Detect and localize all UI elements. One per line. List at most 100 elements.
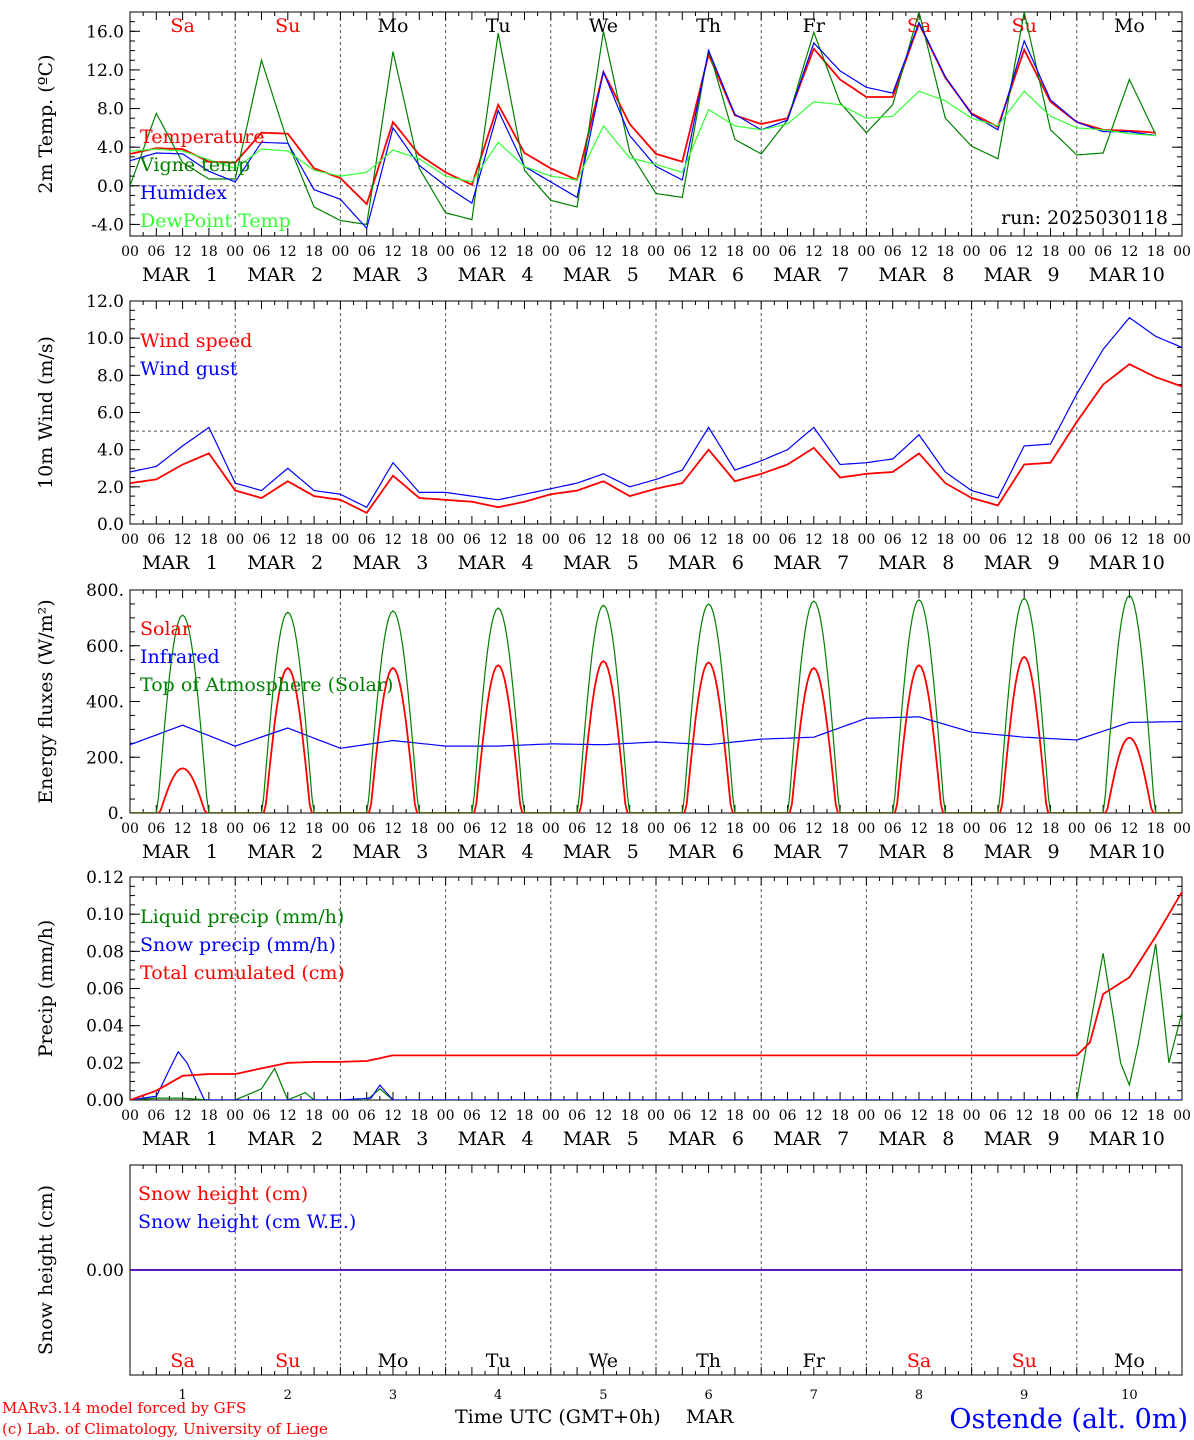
x-hour-label: 06: [989, 532, 1007, 548]
x-hour-label: 12: [700, 532, 718, 548]
x-date-month: MAR: [1089, 264, 1137, 286]
plot-frame: [129, 300, 1183, 525]
legend-entry: Infrared: [140, 646, 220, 668]
weekday-label: Fr: [803, 15, 826, 37]
x-date-day: 9: [1048, 264, 1060, 286]
x-hour-label: 00: [331, 532, 349, 548]
x-hour-label: 18: [410, 1108, 428, 1124]
x-hour-label: 18: [200, 244, 218, 260]
x-date-month: MAR: [878, 264, 926, 286]
x-date-day: 8: [942, 1128, 954, 1150]
x-day-number: 5: [599, 1388, 607, 1403]
x-hour-label: 18: [831, 532, 849, 548]
x-hour-label: 06: [463, 244, 481, 260]
x-hour-label: 00: [121, 1108, 139, 1124]
x-hour-label: 06: [253, 244, 271, 260]
x-date-month: MAR: [352, 1128, 400, 1150]
panel-3: 0. 200. 400. 600. 800. Energy fluxes (W/m²) 00…: [35, 581, 1191, 863]
y-tick-label: 0.00: [86, 1261, 124, 1281]
y-axis-label: Energy fluxes (W/m²): [35, 599, 57, 803]
x-date-day: 3: [416, 552, 428, 574]
series-group: [130, 891, 1182, 1100]
x-date-month: MAR: [773, 841, 821, 863]
x-date-month: MAR: [563, 552, 611, 574]
x-hour-label: 18: [726, 1108, 744, 1124]
y-axis-label: 10m Wind (m/s): [35, 336, 57, 489]
x-hour-label: 18: [726, 532, 744, 548]
weekday-label: Fr: [803, 1350, 826, 1372]
x-date-month: MAR: [773, 1128, 821, 1150]
x-hour-label: 00: [331, 1108, 349, 1124]
x-hour-label: 12: [594, 244, 612, 260]
y-tick-label: 4.0: [97, 138, 124, 158]
x-date-month: MAR: [1089, 552, 1137, 574]
x-hour-label: 00: [963, 532, 981, 548]
x-axis-unit: MAR: [686, 1406, 734, 1428]
plot-frame: [129, 589, 1183, 814]
x-date-day: 8: [942, 841, 954, 863]
series-line: [130, 594, 1182, 813]
y-tick-label: 12.0: [86, 292, 124, 312]
x-hour-label: 12: [805, 1108, 823, 1124]
y-tick-label: 600.: [86, 637, 124, 657]
x-date-day: 7: [837, 264, 849, 286]
x-hour-label: 00: [647, 532, 665, 548]
series-group: [130, 316, 1182, 515]
x-hour-label: 12: [594, 532, 612, 548]
y-tick-label: 8.0: [97, 100, 124, 120]
series-line: [130, 21, 1156, 230]
x-date-day: 3: [416, 1128, 428, 1150]
x-hour-label: 06: [147, 1108, 165, 1124]
x-hour-label: 12: [1120, 244, 1138, 260]
y-tick-label: 0.08: [86, 942, 124, 962]
x-day-number: 7: [810, 1388, 818, 1403]
x-hour-label: 06: [147, 244, 165, 260]
weekday-label: Sa: [170, 1350, 194, 1372]
x-date-month: MAR: [142, 552, 190, 574]
x-date-day: 7: [837, 1128, 849, 1150]
legend-entry: Solar: [140, 618, 192, 640]
x-hour-label: 18: [305, 244, 323, 260]
x-date-month: MAR: [878, 552, 926, 574]
x-hour-label: 06: [463, 1108, 481, 1124]
x-date-month: MAR: [773, 552, 821, 574]
y-tick-label: 12.0: [86, 61, 124, 81]
series-line: [130, 891, 1182, 1100]
x-hour-label: 06: [989, 821, 1007, 837]
x-date-month: MAR: [878, 1128, 926, 1150]
series-line: [130, 943, 1182, 1100]
x-day-number: 2: [284, 1388, 292, 1403]
y-tick-label: 0.0: [97, 177, 124, 197]
legend-entry: Snow height (cm W.E.): [138, 1211, 356, 1233]
x-hour-label: 00: [752, 821, 770, 837]
panel-4: 0.00 0.02 0.04 0.06 0.08 0.10 0.12 Precip (mm/h…: [35, 868, 1191, 1150]
series-line: [130, 12, 1157, 226]
x-hour-label: 12: [384, 821, 402, 837]
x-hour-label: 00: [963, 1108, 981, 1124]
series-group: [130, 12, 1157, 230]
x-date-day: 2: [311, 264, 323, 286]
x-date-month: MAR: [668, 841, 716, 863]
series-line: [130, 90, 1156, 183]
y-tick-label: 0.04: [86, 1017, 124, 1037]
x-date-day: 5: [627, 264, 639, 286]
legend-entry: Vigne temp: [139, 154, 250, 176]
weekday-label: Mo: [378, 1350, 409, 1372]
x-hour-label: 18: [936, 821, 954, 837]
x-day-number: 4: [494, 1388, 502, 1403]
x-hour-label: 06: [568, 532, 586, 548]
x-hour-label: 18: [621, 532, 639, 548]
x-date-month: MAR: [247, 1128, 295, 1150]
weekday-label: Sa: [170, 15, 194, 37]
x-date-month: MAR: [458, 264, 506, 286]
x-date-month: MAR: [142, 841, 190, 863]
x-hour-label: 00: [226, 821, 244, 837]
x-hour-label: 00: [752, 532, 770, 548]
legend-entry: Snow precip (mm/h): [140, 934, 336, 956]
x-hour-label: 18: [936, 244, 954, 260]
x-hour-label: 18: [831, 1108, 849, 1124]
x-hour-label: 06: [884, 244, 902, 260]
x-hour-label: 00: [857, 821, 875, 837]
legend-entry: Snow height (cm): [138, 1183, 308, 1205]
